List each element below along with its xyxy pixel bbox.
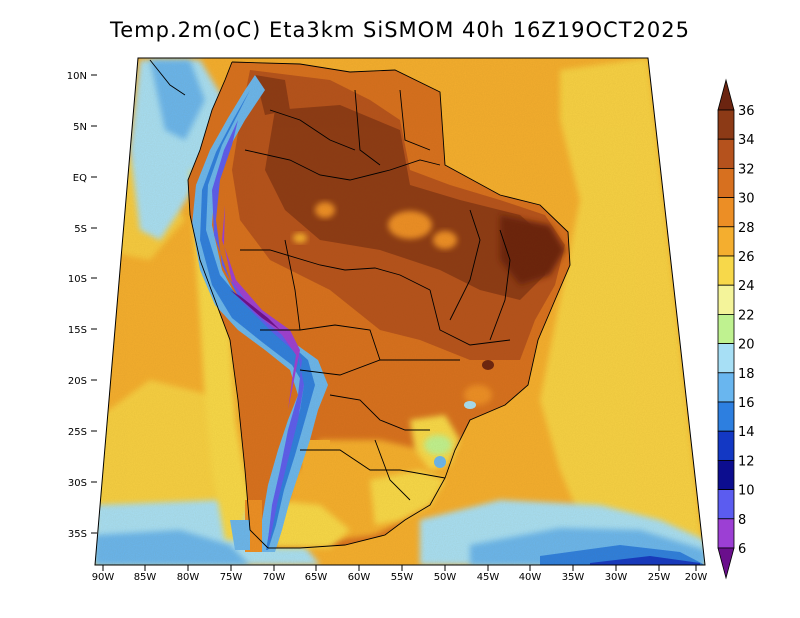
colorbar-label: 10 <box>738 484 755 499</box>
lat-label: 20S <box>68 376 87 387</box>
lat-label: 5N <box>73 122 87 133</box>
lat-label: 10S <box>68 274 87 285</box>
colorbar-label: 6 <box>738 542 746 557</box>
colorbar-label: 32 <box>738 162 755 177</box>
lat-label: 5S <box>74 224 87 235</box>
colorbar-bin <box>717 401 735 432</box>
colorbar-label: 24 <box>738 279 755 294</box>
colorbar-bin <box>717 489 735 520</box>
lon-label: 50W <box>434 572 457 583</box>
colorbar-bin <box>717 518 735 549</box>
colorbar-label: 34 <box>738 133 755 148</box>
colorbar-bin <box>717 226 735 257</box>
lat-label: EQ <box>73 173 87 184</box>
colorbar-bin <box>717 284 735 315</box>
lon-label: 20W <box>685 572 708 583</box>
latitude-axis: 10N 5N EQ 5S 10S 15S 20S 25S 30S 35S <box>67 71 97 540</box>
colorbar-bin <box>717 313 735 344</box>
lon-label: 55W <box>391 572 414 583</box>
colorbar-bin <box>717 109 735 140</box>
map-title: Temp.2m(oC) Eta3km SiSMOM 40h 16Z19OCT20… <box>110 18 690 42</box>
country-borders <box>149 59 571 549</box>
colorbar-bin <box>717 459 735 490</box>
lat-label: 25S <box>68 427 87 438</box>
temperature-field <box>95 58 705 565</box>
lon-label: 70W <box>263 572 286 583</box>
colorbar-label: 18 <box>738 367 755 382</box>
lon-label: 80W <box>177 572 200 583</box>
lon-label: 25W <box>648 572 671 583</box>
lon-label: 60W <box>348 572 371 583</box>
lon-label: 75W <box>220 572 243 583</box>
lat-label: 10N <box>67 71 87 82</box>
lon-label: 40W <box>519 572 542 583</box>
colorbar-bin <box>717 372 735 403</box>
lat-label: 35S <box>68 529 87 540</box>
lat-label: 15S <box>68 325 87 336</box>
colorbar-label: 28 <box>738 221 755 236</box>
lon-label: 30W <box>605 572 628 583</box>
longitude-axis: 90W 85W 80W 75W 70W 65W 60W 55W 50W 45W … <box>92 565 708 583</box>
colorbar-label: 12 <box>738 454 755 469</box>
colorbar-bin <box>717 138 735 169</box>
colorbar-label: 8 <box>738 513 746 528</box>
colorbar-label: 16 <box>738 396 755 411</box>
colorbar-label: 14 <box>738 425 755 440</box>
colorbar-bottom-arrow <box>717 547 735 580</box>
colorbar-label: 22 <box>738 308 755 323</box>
colorbar-label: 20 <box>738 338 755 353</box>
lon-label: 65W <box>305 572 328 583</box>
colorbar-top-arrow <box>717 78 735 111</box>
colorbar-bin <box>717 343 735 374</box>
colorbar-label: 26 <box>738 250 755 265</box>
colorbar-label: 30 <box>738 192 755 207</box>
colorbar: 36 34 32 30 28 26 24 22 20 18 16 14 12 10 8 6 <box>717 78 755 580</box>
lat-label: 30S <box>68 478 87 489</box>
colorbar-bin <box>717 167 735 198</box>
lon-label: 85W <box>134 572 157 583</box>
colorbar-bin <box>717 430 735 461</box>
lon-label: 90W <box>92 572 115 583</box>
colorbar-label: 36 <box>738 104 755 119</box>
lon-label: 35W <box>562 572 585 583</box>
map-frame <box>94 57 706 566</box>
colorbar-bin <box>717 197 735 228</box>
lon-label: 45W <box>477 572 500 583</box>
colorbar-bin <box>717 255 735 286</box>
